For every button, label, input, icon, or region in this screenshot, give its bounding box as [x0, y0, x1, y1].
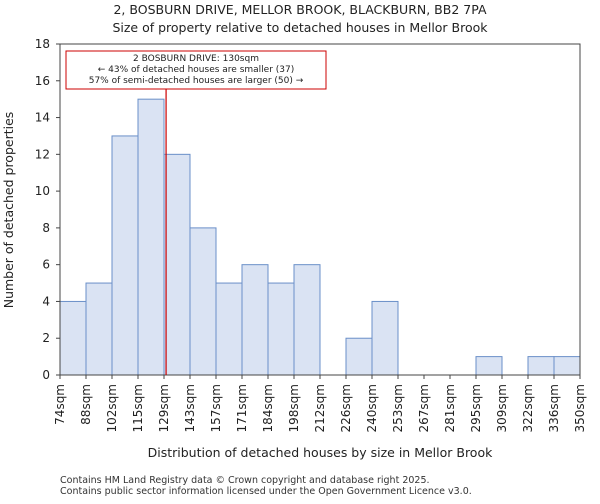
footer-line-2: Contains public sector information licen…	[60, 486, 472, 497]
x-tick-label: 88sqm	[79, 384, 93, 425]
x-tick-label: 171sqm	[235, 384, 249, 432]
chart-title: 2, BOSBURN DRIVE, MELLOR BROOK, BLACKBUR…	[113, 2, 486, 17]
x-axis-label: Distribution of detached houses by size …	[148, 445, 493, 460]
bar-88sqm	[85, 282, 113, 376]
x-tick-label: 336sqm	[547, 384, 561, 432]
bar-143sqm	[189, 227, 217, 376]
y-tick-label: 8	[42, 221, 50, 235]
x-tick-label: 157sqm	[209, 384, 223, 432]
bar-157sqm	[215, 282, 243, 376]
x-tick-label: 74sqm	[53, 384, 67, 425]
x-tick-label: 198sqm	[287, 384, 301, 432]
x-tick-label: 226sqm	[339, 384, 353, 432]
y-tick-label: 10	[35, 184, 50, 198]
x-tick-label: 322sqm	[521, 384, 535, 432]
x-tick-label: 267sqm	[417, 384, 431, 432]
bar-198sqm	[293, 264, 321, 376]
y-tick-label: 2	[42, 331, 50, 345]
bar-171sqm	[241, 264, 269, 376]
bar-74sqm	[59, 300, 87, 376]
y-tick-label: 12	[35, 147, 50, 161]
annotation-frame	[65, 50, 327, 90]
x-tick-label: 350sqm	[573, 384, 587, 432]
bar-102sqm	[111, 135, 139, 376]
footer-line-1: Contains HM Land Registry data © Crown c…	[60, 475, 430, 486]
bar-115sqm	[137, 98, 165, 376]
x-tick-label: 212sqm	[313, 384, 327, 432]
x-tick-label: 129sqm	[157, 384, 171, 432]
y-tick-label: 14	[35, 111, 50, 125]
bar-322sqm	[527, 356, 555, 376]
annotation-box: 2 BOSBURN DRIVE: 130sqm ← 43% of detache…	[65, 50, 327, 90]
y-tick-label: 0	[42, 368, 50, 382]
y-tick-label: 4	[42, 294, 50, 308]
annotation-line-2: ← 43% of detached houses are smaller (37…	[98, 65, 295, 75]
x-tick-label: 281sqm	[443, 384, 457, 432]
bar-226sqm	[345, 337, 373, 376]
x-axis-ticks: 74sqm 88sqm 102sqm 115sqm 129sqm 143sqm 157sqm…	[53, 375, 587, 432]
x-tick-label: 240sqm	[365, 384, 379, 432]
bar-295sqm	[475, 356, 503, 376]
y-axis-label: Number of detached properties	[1, 112, 16, 309]
y-tick-label: 16	[35, 74, 50, 88]
y-tick-label: 18	[35, 37, 50, 51]
bar-129sqm	[163, 153, 191, 376]
x-tick-label: 309sqm	[495, 384, 509, 432]
x-tick-label: 143sqm	[183, 384, 197, 432]
x-tick-label: 295sqm	[469, 384, 483, 432]
x-tick-label: 115sqm	[131, 384, 145, 432]
bars-group	[59, 98, 581, 376]
bar-336sqm	[553, 356, 581, 376]
plot-frame	[59, 43, 581, 376]
x-tick-label: 253sqm	[391, 384, 405, 432]
annotation-line-1: 2 BOSBURN DRIVE: 130sqm	[133, 54, 259, 64]
annotation-line-3: 57% of semi-detached houses are larger (…	[89, 76, 304, 86]
x-tick-label: 184sqm	[261, 384, 275, 432]
bar-240sqm	[371, 300, 399, 376]
x-tick-label: 102sqm	[105, 384, 119, 432]
y-axis-ticks: 0 2 4 6 8 10 12 14 16 18	[35, 37, 60, 382]
y-tick-label: 6	[42, 258, 50, 272]
bar-184sqm	[267, 282, 295, 376]
chart-subtitle: Size of property relative to detached ho…	[112, 20, 488, 35]
